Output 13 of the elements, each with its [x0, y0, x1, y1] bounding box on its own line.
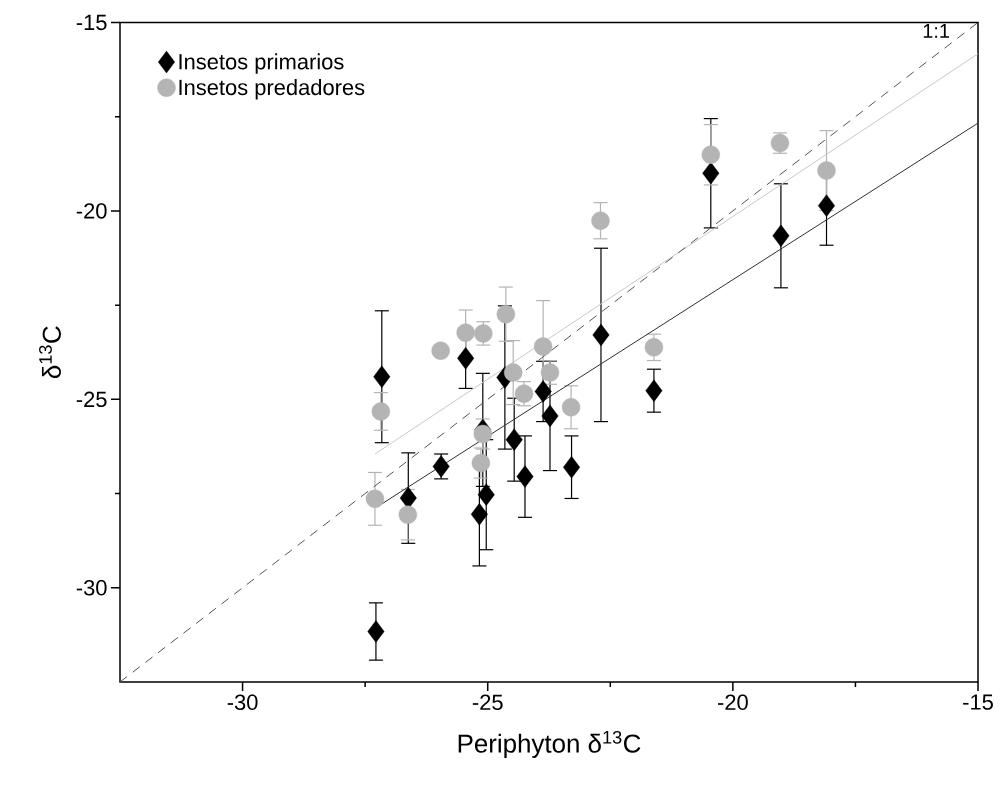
- y-axis-title: δ$^{13}$C: [39, 326, 61, 379]
- x-tick-label: -15: [963, 694, 993, 710]
- x-tick-label: -30: [227, 694, 258, 711]
- y-tick-label: -30: [76, 580, 107, 596]
- y-tick-label: -25: [76, 391, 107, 408]
- legend-label: Insetos predadores: [179, 79, 365, 100]
- y-tick-label: -15: [76, 14, 107, 31]
- legend-label: Insetos primarios: [179, 53, 344, 74]
- x-tick-label: -20: [717, 694, 748, 711]
- x-axis-title: Periphyton δ$^{13}$C: [458, 730, 641, 758]
- y-tick-label: -20: [76, 203, 107, 219]
- x-tick-label: -25: [472, 694, 503, 711]
- annotation: 1:1: [923, 24, 949, 38]
